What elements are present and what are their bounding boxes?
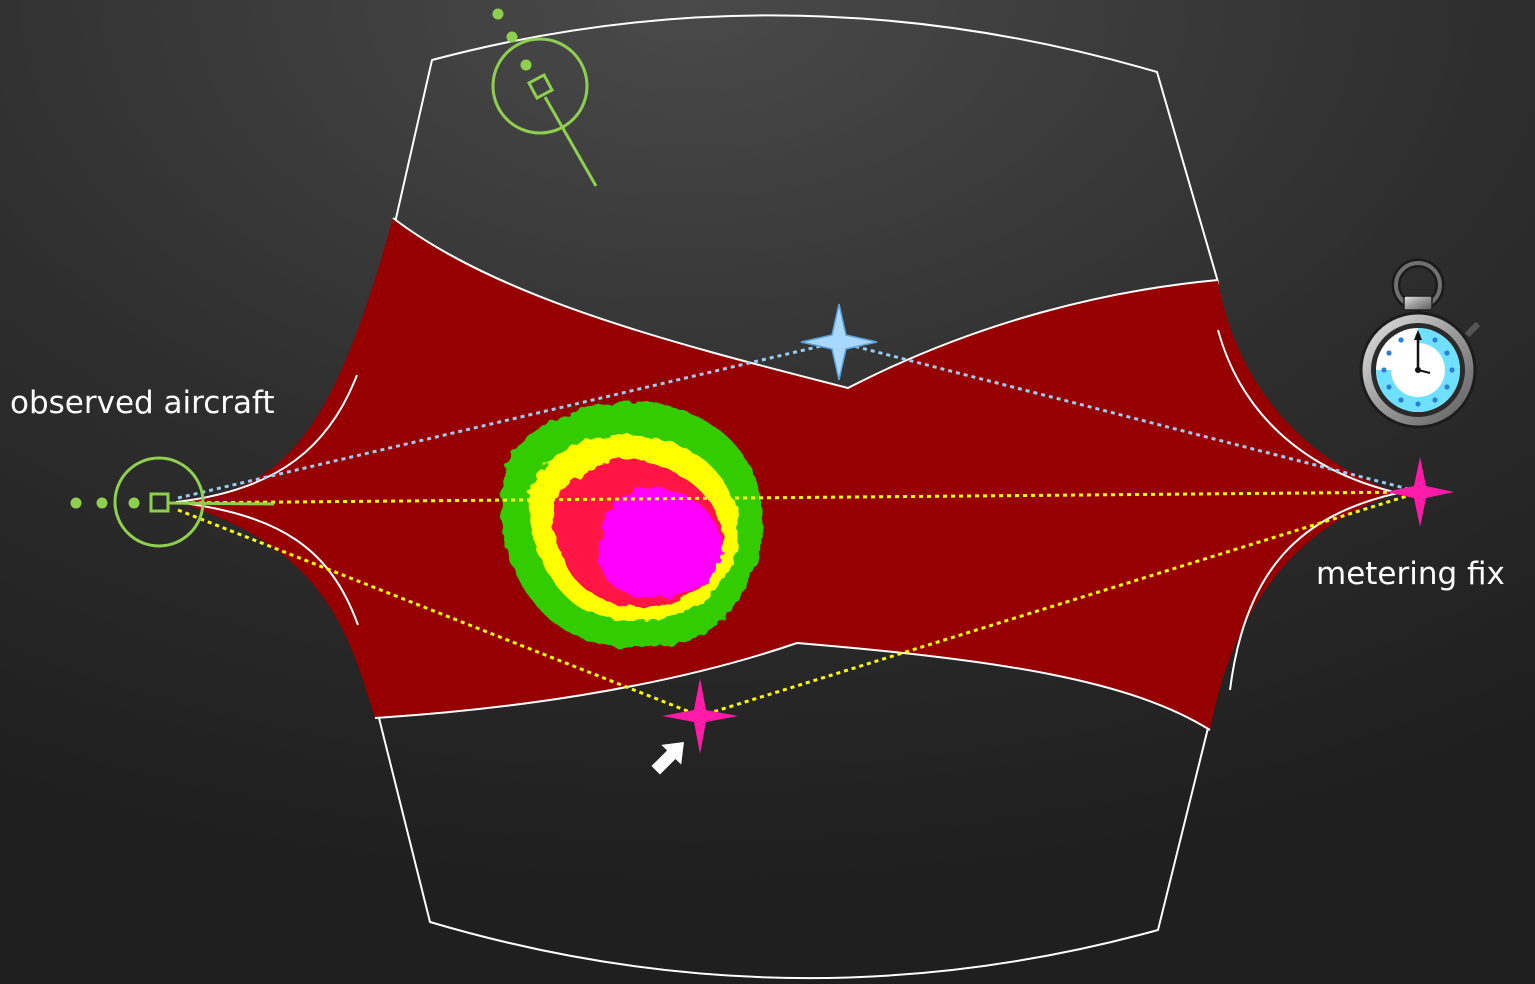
corridor-edge-right-top [1217,329,1399,494]
four-point-star-icon [1386,457,1454,527]
history-dot [128,497,140,509]
selected-waypoint[interactable] [662,678,738,754]
history-dot [520,59,532,71]
mouse-pointer-icon [651,742,684,775]
weather-cell [501,401,764,648]
four-point-star-icon [800,303,878,381]
corridor-edge-top [392,217,1219,390]
deviation-route-north [177,340,1421,500]
weather-level-magenta [599,486,723,599]
aircraft-velocity-vector [543,96,598,187]
aircraft-range-ring [491,37,589,135]
four-point-star-icon [662,678,738,754]
metering-fix-label: metering fix [1316,556,1505,592]
corridor-edge-left-bottom [175,501,359,626]
aircraft-symbol-icon [149,492,170,513]
observed-aircraft-label: observed aircraft [10,385,275,421]
history-dot [96,497,108,509]
sector-boundary [355,14,1220,980]
alternate-waypoint[interactable] [800,303,878,381]
stopwatch-icon [1359,258,1481,429]
aircraft-symbol-icon [526,72,555,101]
route-corridor [176,218,1398,730]
corridor-edge-bottom [374,641,1211,731]
history-dot [506,31,518,43]
corridor-edge-left-top [175,374,358,503]
aircraft-velocity-vector [167,501,275,506]
metering-fix[interactable] [1386,457,1454,527]
corridor-edge-right-bottom [1229,492,1399,691]
observed-aircraft[interactable] [70,456,275,548]
history-dot [70,497,82,509]
history-dot [492,8,504,20]
other-aircraft[interactable] [491,8,598,187]
